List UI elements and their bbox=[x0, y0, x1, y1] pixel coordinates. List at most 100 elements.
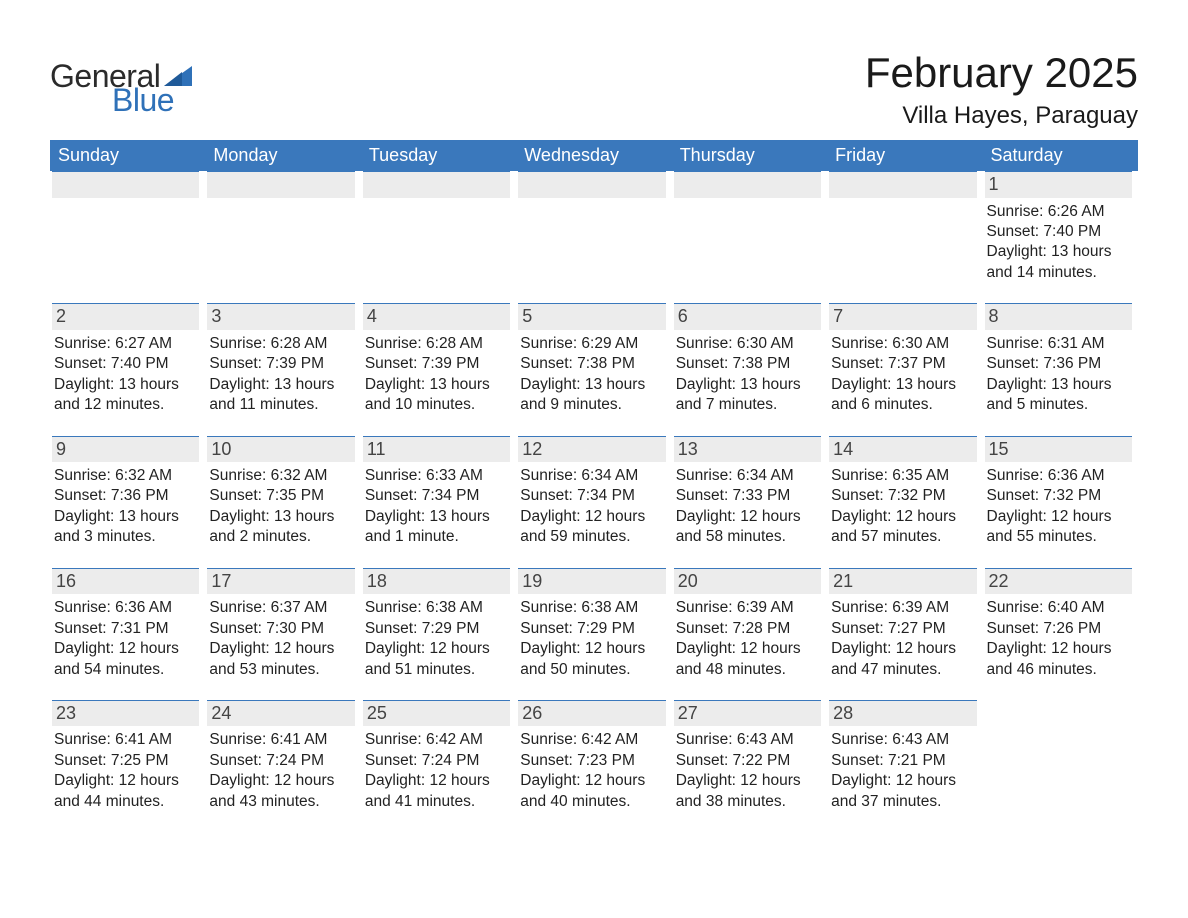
day-sunrise: Sunrise: 6:41 AM bbox=[54, 730, 199, 750]
calendar-day-cell: 3Sunrise: 6:28 AMSunset: 7:39 PMDaylight… bbox=[205, 303, 360, 435]
day-sunset: Sunset: 7:26 PM bbox=[987, 619, 1132, 639]
calendar-day-cell: 18 Sunrise: 6:38 AMSunset: 7:29 PMDayligh… bbox=[361, 568, 516, 700]
day-daylight2: and 54 minutes. bbox=[54, 660, 199, 680]
day-sunrise: Sunrise: 6:42 AM bbox=[365, 730, 510, 750]
day-daylight1: Daylight: 12 hours bbox=[209, 639, 354, 659]
header: General Blue February 2025 Villa Hayes, … bbox=[50, 50, 1138, 130]
day-number-bar: 16 bbox=[52, 568, 199, 594]
day-sunset: Sunset: 7:24 PM bbox=[209, 751, 354, 771]
calendar-day-cell: 21Sunrise: 6:39 AMSunset: 7:27 PMDayligh… bbox=[827, 568, 982, 700]
calendar-day-cell: 15 Sunrise: 6:36 AMSunset: 7:32 PMDayligh… bbox=[983, 436, 1138, 568]
calendar-day-cell: 14Sunrise: 6:35 AMSunset: 7:32 PMDayligh… bbox=[827, 436, 982, 568]
weekday-header: Wednesday bbox=[516, 140, 671, 171]
day-sunrise: Sunrise: 6:37 AM bbox=[209, 598, 354, 618]
day-data: Sunrise: 6:39 AMSunset: 7:27 PMDaylight:… bbox=[829, 598, 976, 680]
calendar-day-cell: 11Sunrise: 6:33 AMSunset: 7:34 PMDayligh… bbox=[361, 436, 516, 568]
calendar-day-cell: 13Sunrise: 6:34 AMSunset: 7:33 PMDayligh… bbox=[672, 436, 827, 568]
day-data: Sunrise: 6:35 AMSunset: 7:32 PMDaylight:… bbox=[829, 466, 976, 548]
day-sunrise: Sunrise: 6:39 AM bbox=[831, 598, 976, 618]
day-daylight1: Daylight: 12 hours bbox=[209, 771, 354, 791]
day-sunrise: Sunrise: 6:36 AM bbox=[987, 466, 1132, 486]
day-number-bar: 17 bbox=[207, 568, 354, 594]
day-sunrise: Sunrise: 6:39 AM bbox=[676, 598, 821, 618]
calendar-day-cell: 26Sunrise: 6:42 AMSunset: 7:23 PMDayligh… bbox=[516, 700, 671, 832]
day-number-bar: 19 bbox=[518, 568, 665, 594]
weekday-header-row: SundayMondayTuesdayWednesdayThursdayFrid… bbox=[50, 140, 1138, 171]
day-daylight2: and 57 minutes. bbox=[831, 527, 976, 547]
day-daylight1: Daylight: 12 hours bbox=[520, 507, 665, 527]
day-sunrise: Sunrise: 6:40 AM bbox=[987, 598, 1132, 618]
day-daylight2: and 5 minutes. bbox=[987, 395, 1132, 415]
calendar-day-cell: 6Sunrise: 6:30 AMSunset: 7:38 PMDaylight… bbox=[672, 303, 827, 435]
day-daylight2: and 38 minutes. bbox=[676, 792, 821, 812]
day-daylight1: Daylight: 12 hours bbox=[365, 639, 510, 659]
day-data: Sunrise: 6:36 AMSunset: 7:31 PMDaylight:… bbox=[52, 598, 199, 680]
day-daylight1: Daylight: 12 hours bbox=[831, 639, 976, 659]
day-daylight2: and 55 minutes. bbox=[987, 527, 1132, 547]
day-daylight1: Daylight: 12 hours bbox=[987, 639, 1132, 659]
day-daylight2: and 10 minutes. bbox=[365, 395, 510, 415]
day-daylight1: Daylight: 13 hours bbox=[209, 507, 354, 527]
day-sunrise: Sunrise: 6:42 AM bbox=[520, 730, 665, 750]
day-daylight1: Daylight: 13 hours bbox=[987, 242, 1132, 262]
calendar-day-cell: 2Sunrise: 6:27 AMSunset: 7:40 PMDaylight… bbox=[50, 303, 205, 435]
day-daylight1: Daylight: 13 hours bbox=[54, 375, 199, 395]
day-daylight2: and 51 minutes. bbox=[365, 660, 510, 680]
day-number-bar-empty bbox=[829, 171, 976, 197]
day-data: Sunrise: 6:38 AMSunset: 7:29 PMDaylight:… bbox=[363, 598, 510, 680]
calendar-day-cell: 24Sunrise: 6:41 AMSunset: 7:24 PMDayligh… bbox=[205, 700, 360, 832]
day-daylight2: and 48 minutes. bbox=[676, 660, 821, 680]
calendar-page: General Blue February 2025 Villa Hayes, … bbox=[0, 0, 1188, 872]
calendar-day-cell: 7Sunrise: 6:30 AMSunset: 7:37 PMDaylight… bbox=[827, 303, 982, 435]
calendar-day-cell bbox=[516, 171, 671, 303]
day-sunset: Sunset: 7:38 PM bbox=[520, 354, 665, 374]
day-sunset: Sunset: 7:22 PM bbox=[676, 751, 821, 771]
day-sunrise: Sunrise: 6:35 AM bbox=[831, 466, 976, 486]
day-daylight2: and 37 minutes. bbox=[831, 792, 976, 812]
day-number-bar-empty bbox=[363, 171, 510, 197]
calendar-week-row: 16 Sunrise: 6:36 AMSunset: 7:31 PMDayligh… bbox=[50, 568, 1138, 700]
day-number-bar: 18 bbox=[363, 568, 510, 594]
calendar-day-cell: 17 Sunrise: 6:37 AMSunset: 7:30 PMDayligh… bbox=[205, 568, 360, 700]
day-number-bar: 22 bbox=[985, 568, 1132, 594]
calendar-week-row: 1Sunrise: 6:26 AMSunset: 7:40 PMDaylight… bbox=[50, 171, 1138, 303]
day-daylight2: and 1 minute. bbox=[365, 527, 510, 547]
day-daylight2: and 41 minutes. bbox=[365, 792, 510, 812]
day-daylight1: Daylight: 12 hours bbox=[831, 507, 976, 527]
calendar-day-cell: 20Sunrise: 6:39 AMSunset: 7:28 PMDayligh… bbox=[672, 568, 827, 700]
day-sunset: Sunset: 7:39 PM bbox=[365, 354, 510, 374]
day-number-bar: 24 bbox=[207, 700, 354, 726]
logo-word2: Blue bbox=[112, 84, 192, 116]
day-sunset: Sunset: 7:33 PM bbox=[676, 486, 821, 506]
day-sunset: Sunset: 7:36 PM bbox=[987, 354, 1132, 374]
day-number-bar: 13 bbox=[674, 436, 821, 462]
day-number-bar: 15 bbox=[985, 436, 1132, 462]
day-data: Sunrise: 6:36 AMSunset: 7:32 PMDaylight:… bbox=[985, 466, 1132, 548]
weekday-header: Saturday bbox=[983, 140, 1138, 171]
day-data: Sunrise: 6:42 AMSunset: 7:24 PMDaylight:… bbox=[363, 730, 510, 812]
day-sunset: Sunset: 7:36 PM bbox=[54, 486, 199, 506]
day-sunrise: Sunrise: 6:38 AM bbox=[520, 598, 665, 618]
day-number-bar: 5 bbox=[518, 303, 665, 329]
day-data: Sunrise: 6:42 AMSunset: 7:23 PMDaylight:… bbox=[518, 730, 665, 812]
day-sunrise: Sunrise: 6:32 AM bbox=[54, 466, 199, 486]
day-sunset: Sunset: 7:23 PM bbox=[520, 751, 665, 771]
day-daylight2: and 50 minutes. bbox=[520, 660, 665, 680]
day-data: Sunrise: 6:30 AMSunset: 7:38 PMDaylight:… bbox=[674, 334, 821, 416]
day-number-bar: 27 bbox=[674, 700, 821, 726]
day-number-bar: 9 bbox=[52, 436, 199, 462]
calendar-day-cell: 1Sunrise: 6:26 AMSunset: 7:40 PMDaylight… bbox=[983, 171, 1138, 303]
day-sunrise: Sunrise: 6:26 AM bbox=[987, 202, 1132, 222]
day-daylight1: Daylight: 13 hours bbox=[365, 507, 510, 527]
day-data: Sunrise: 6:34 AMSunset: 7:34 PMDaylight:… bbox=[518, 466, 665, 548]
day-number-bar: 10 bbox=[207, 436, 354, 462]
calendar-day-cell: 28Sunrise: 6:43 AMSunset: 7:21 PMDayligh… bbox=[827, 700, 982, 832]
day-sunrise: Sunrise: 6:43 AM bbox=[676, 730, 821, 750]
day-sunset: Sunset: 7:38 PM bbox=[676, 354, 821, 374]
day-data: Sunrise: 6:28 AMSunset: 7:39 PMDaylight:… bbox=[363, 334, 510, 416]
day-sunset: Sunset: 7:30 PM bbox=[209, 619, 354, 639]
calendar-table: SundayMondayTuesdayWednesdayThursdayFrid… bbox=[50, 140, 1138, 832]
day-sunset: Sunset: 7:32 PM bbox=[987, 486, 1132, 506]
calendar-day-cell bbox=[983, 700, 1138, 832]
day-sunrise: Sunrise: 6:34 AM bbox=[520, 466, 665, 486]
